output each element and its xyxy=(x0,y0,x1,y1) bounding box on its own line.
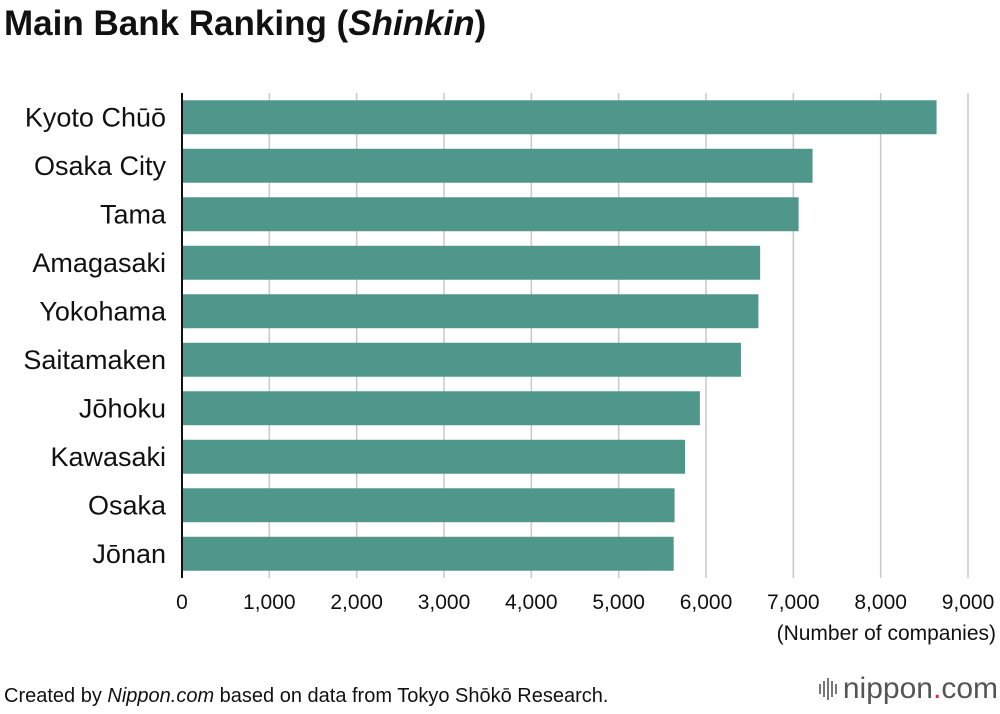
x-tick-label: 0 xyxy=(176,591,188,614)
bar xyxy=(182,391,700,426)
bar xyxy=(182,342,741,377)
category-label: Jōhoku xyxy=(79,393,166,423)
title-close: ) xyxy=(474,4,487,43)
bar xyxy=(182,488,675,523)
x-tick-label: 2,000 xyxy=(330,591,383,614)
bar xyxy=(182,245,761,280)
bar xyxy=(182,536,674,571)
x-axis-label: (Number of companies) xyxy=(777,622,996,645)
chart-title: Main Bank Ranking (Shinkin) xyxy=(4,4,486,44)
category-label: Osaka xyxy=(88,490,167,520)
category-labels: Kyoto Chūō Osaka City Tama Amagasaki Yokoham… xyxy=(23,102,167,569)
logo-mark-icon xyxy=(818,678,837,700)
logo-tld: com xyxy=(941,672,998,705)
title-italic: Shinkin xyxy=(348,4,475,43)
category-label: Amagasaki xyxy=(32,248,166,278)
x-tick-label: 8,000 xyxy=(854,591,907,614)
footer-prefix: Created by xyxy=(4,685,108,707)
x-tick-labels: 0 1,000 2,000 3,000 4,000 5,000 6,000 7,000 8,00… xyxy=(176,591,994,614)
bar xyxy=(182,100,937,135)
title-text: Main Bank Ranking ( xyxy=(4,4,349,43)
logo-name: nippon xyxy=(842,672,933,705)
category-label: Yokohama xyxy=(39,296,167,326)
x-tick-label: 4,000 xyxy=(505,591,558,614)
footer-italic: Nippon.com xyxy=(107,685,215,707)
logo-dot: . xyxy=(932,672,942,705)
bar xyxy=(182,439,686,474)
footer-suffix: based on data from Tokyo Shōkō Research. xyxy=(214,685,609,707)
x-tick-label: 5,000 xyxy=(592,591,645,614)
bar xyxy=(182,197,799,232)
x-tick-label: 6,000 xyxy=(680,591,733,614)
category-label: Kyoto Chūō xyxy=(25,102,166,132)
category-label: Jōnan xyxy=(92,539,166,569)
bars xyxy=(182,100,937,571)
x-tick-label: 1,000 xyxy=(243,591,296,614)
category-label: Kawasaki xyxy=(50,442,166,472)
x-tick-label: 7,000 xyxy=(767,591,820,614)
category-label: Osaka City xyxy=(34,151,167,181)
nippon-logo: nippon.com xyxy=(818,672,998,706)
category-label: Tama xyxy=(100,199,167,229)
bar xyxy=(182,148,813,183)
bar xyxy=(182,294,759,329)
x-tick-label: 9,000 xyxy=(942,591,995,614)
source-note: Created by Nippon.com based on data from… xyxy=(4,685,608,708)
category-label: Saitamaken xyxy=(23,345,166,375)
x-tick-label: 3,000 xyxy=(418,591,471,614)
